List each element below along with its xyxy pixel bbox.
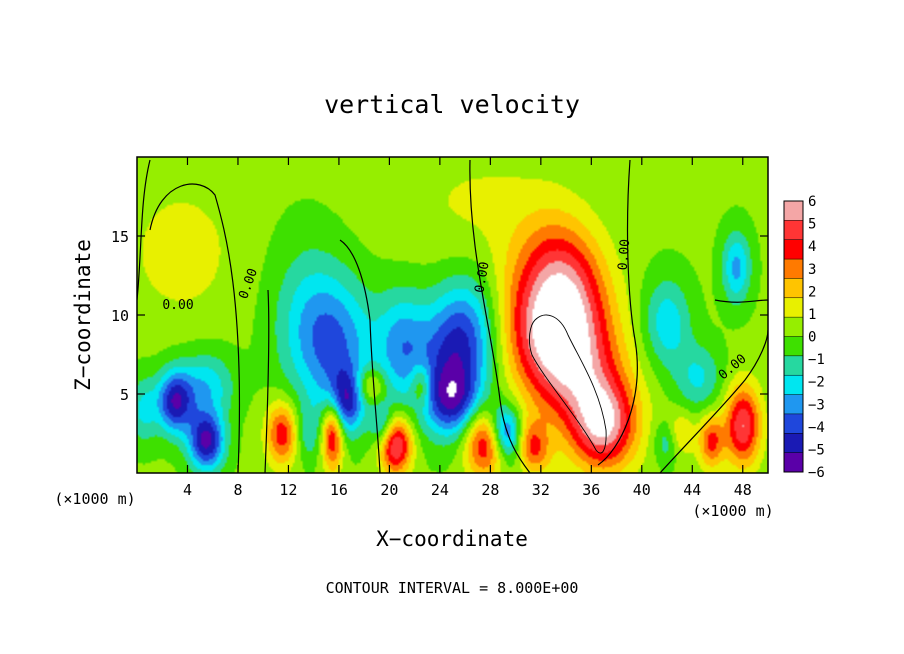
chart-title: vertical velocity (324, 90, 580, 119)
colorbar-segment (784, 239, 803, 260)
x-tick-label: 32 (532, 481, 550, 499)
colorbar-segment (784, 355, 803, 376)
zero-contour-upper-left (149, 183, 241, 473)
zero-contour-mid (469, 159, 531, 473)
x-tick-label: 40 (633, 481, 651, 499)
colorbar-segment (784, 336, 803, 357)
zero-contour-lines (137, 159, 768, 473)
y-tick-label: 5 (120, 386, 129, 404)
colorbar-label: −5 (808, 442, 825, 458)
colorbar-segment (784, 375, 803, 396)
x-tick-label: 44 (683, 481, 701, 499)
colorbar-label: −3 (808, 397, 825, 413)
contour-label: 0.00 (472, 261, 492, 294)
y-tick-label: 15 (111, 228, 129, 246)
colorbar-label: 0 (808, 330, 816, 346)
x-axis-label: X−coordinate (376, 527, 528, 551)
y-axis-label: Z−coordinate (71, 239, 95, 391)
y-tick-label: 10 (111, 307, 129, 325)
colorbar-label: 5 (808, 217, 816, 233)
x-tick-label: 16 (330, 481, 348, 499)
x-unit-right: (×1000 m) (692, 502, 773, 520)
colorbar-label: −1 (808, 352, 825, 368)
x-axis-ticks: 4 8 12 16 20 24 28 32 36 40 44 48 (183, 157, 752, 499)
x-unit-left: (×1000 m) (54, 490, 135, 508)
colorbar-label: −4 (808, 420, 825, 436)
colorbar-segment (784, 278, 803, 299)
x-tick-label: 20 (380, 481, 398, 499)
colorbar-segment (784, 433, 803, 454)
zero-contour-left (137, 159, 151, 301)
colorbar-segment (784, 220, 803, 241)
colorbar-label: −2 (808, 375, 825, 391)
colorbar-label: 4 (808, 239, 816, 255)
zero-contour-center (339, 239, 381, 473)
contour-label: 0.00 (162, 298, 193, 313)
velocity-max-inner-contour (528, 314, 607, 454)
colorbar-segment (784, 413, 803, 434)
colorbar-label: 1 (808, 307, 816, 323)
colorbar-segment (784, 452, 803, 473)
colorbar-label: 6 (808, 194, 816, 210)
colorbar-segment (784, 317, 803, 337)
y-axis-ticks: 5 10 15 (111, 228, 768, 404)
x-tick-label: 4 (183, 481, 192, 499)
x-tick-label: 36 (582, 481, 600, 499)
colorbar-segment (784, 394, 803, 415)
x-tick-label: 28 (481, 481, 499, 499)
colorbar-segment (784, 201, 803, 221)
zero-contour-right (659, 329, 768, 473)
colorbar-segment (784, 259, 803, 279)
colorbar-segment (784, 297, 803, 318)
plot-area: 0.00 0.00 0.00 0.00 0.00 4 8 12 16 20 24 28 32 3… (111, 156, 769, 499)
colorbar-label: 3 (808, 262, 816, 278)
contour-label: 0.00 (616, 238, 634, 271)
colorbar: 6 5 4 3 2 1 0 −1 −2 −3 −4 −5 −6 (783, 194, 825, 481)
zero-contour-top-right (714, 299, 768, 303)
contour-interval-footer: CONTOUR INTERVAL = 8.000E+00 (326, 579, 579, 597)
zero-contour-mid-left (264, 289, 270, 473)
x-tick-label: 8 (233, 481, 242, 499)
x-tick-label: 24 (431, 481, 449, 499)
x-tick-label: 12 (279, 481, 297, 499)
colorbar-label: −6 (808, 465, 825, 481)
velocity-field-heatmap (137, 157, 768, 473)
zero-contour-peak-outer (597, 159, 638, 466)
colorbar-label: 2 (808, 284, 816, 300)
x-tick-label: 48 (734, 481, 752, 499)
